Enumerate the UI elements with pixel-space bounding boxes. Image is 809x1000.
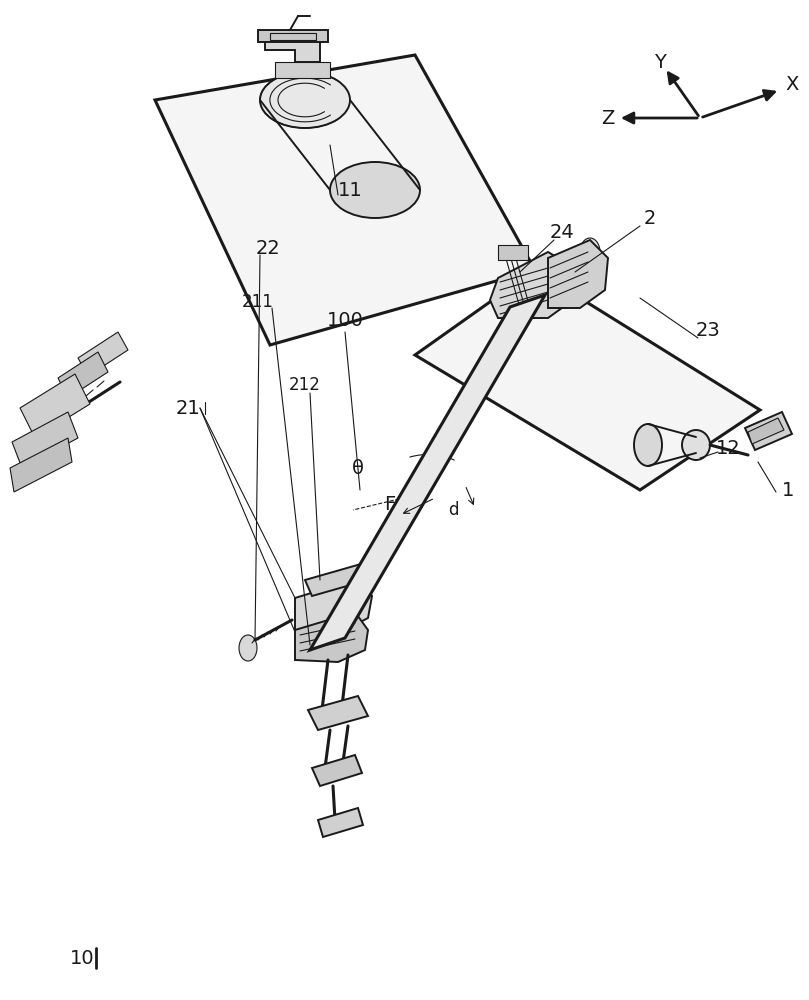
Polygon shape (548, 240, 608, 308)
Text: 12: 12 (716, 438, 740, 458)
Text: 100: 100 (327, 310, 363, 330)
Ellipse shape (634, 424, 662, 466)
Text: 11: 11 (337, 180, 362, 200)
Polygon shape (58, 352, 108, 398)
Text: F: F (384, 495, 396, 514)
Polygon shape (258, 30, 328, 42)
Text: d: d (447, 501, 458, 519)
Text: 23: 23 (696, 320, 720, 340)
Polygon shape (490, 252, 575, 318)
Polygon shape (498, 245, 528, 260)
Polygon shape (415, 270, 760, 490)
Polygon shape (265, 38, 320, 62)
Text: 24: 24 (549, 223, 574, 241)
Polygon shape (310, 295, 545, 650)
Polygon shape (748, 418, 784, 444)
Polygon shape (305, 562, 375, 596)
Text: 21: 21 (176, 398, 201, 418)
Polygon shape (318, 808, 363, 837)
Text: θ: θ (352, 458, 364, 478)
Text: 1: 1 (781, 481, 794, 499)
Polygon shape (155, 55, 535, 345)
Polygon shape (78, 332, 128, 376)
Polygon shape (312, 755, 362, 786)
Text: 211: 211 (242, 293, 274, 311)
Text: X: X (786, 76, 798, 95)
Polygon shape (275, 62, 330, 78)
Polygon shape (295, 578, 372, 630)
Ellipse shape (239, 635, 257, 661)
Polygon shape (10, 438, 72, 492)
Text: 212: 212 (289, 376, 321, 394)
Text: 2: 2 (644, 209, 656, 228)
Polygon shape (308, 696, 368, 730)
Text: 10: 10 (70, 948, 95, 968)
Polygon shape (295, 612, 368, 662)
Ellipse shape (580, 238, 600, 266)
Polygon shape (12, 412, 78, 468)
Text: Y: Y (654, 52, 666, 72)
Polygon shape (20, 374, 90, 438)
Text: Z: Z (601, 108, 615, 127)
Ellipse shape (682, 430, 710, 460)
Ellipse shape (330, 162, 420, 218)
Ellipse shape (260, 72, 350, 128)
Text: 22: 22 (256, 238, 281, 257)
Polygon shape (745, 412, 792, 450)
